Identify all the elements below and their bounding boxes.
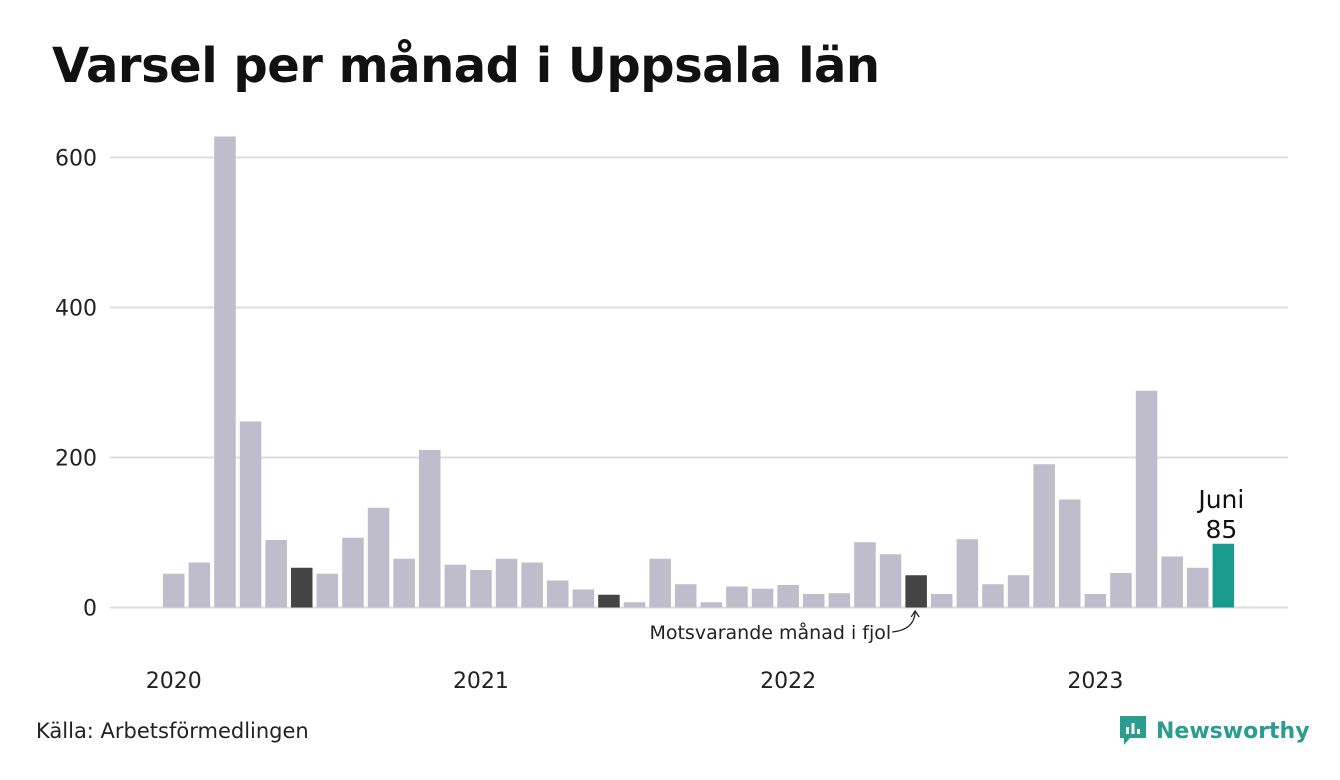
bar-2021-11 (726, 586, 748, 608)
x-tick-label-2021: 2021 (453, 669, 509, 694)
bars (163, 136, 1235, 608)
bar-2021-10 (700, 602, 723, 608)
y-tick-label: 600 (55, 147, 97, 172)
bar-2020-05 (265, 540, 287, 608)
bar-2023-05 (1187, 567, 1209, 608)
bar-2022-02 (803, 594, 825, 608)
bar-2022-01 (777, 585, 799, 608)
bar-2020-04 (239, 421, 262, 608)
y-tick-label: 200 (55, 447, 97, 472)
bar-2020-12 (444, 564, 467, 608)
bar-2022-11 (1033, 464, 1055, 608)
bar-2021-02 (495, 558, 518, 608)
last-year-annotation: Motsvarande månad i fjol (649, 621, 891, 644)
current-value-label: 85 (1205, 515, 1237, 544)
bar-2020-01 (163, 573, 185, 608)
bar-2021-12 (751, 588, 774, 608)
bar-2023-03 (1135, 390, 1158, 608)
bar-2020-11 (419, 450, 441, 608)
source-note: Källa: Arbetsförmedlingen (36, 719, 309, 743)
bar-2021-03 (521, 562, 543, 608)
y-tick-label: 400 (55, 297, 97, 322)
bar-2022-12 (1059, 499, 1081, 608)
newsworthy-logo-icon (1120, 716, 1146, 745)
bar-2021-07 (623, 602, 646, 608)
y-tick-label: 0 (83, 597, 97, 622)
bar-2022-06 (905, 575, 927, 608)
x-axis: 2020 2021 2022 2023 (146, 669, 1124, 694)
bar-2021-08 (649, 558, 671, 608)
bar-2023-06 (1212, 543, 1235, 608)
current-month-label: Juni (1196, 485, 1244, 514)
x-tick-label-2020: 2020 (146, 669, 202, 694)
bar-2021-01 (470, 570, 492, 608)
bar-2022-07 (931, 594, 953, 608)
x-tick-label-2022: 2022 (760, 669, 816, 694)
bar-2020-03 (214, 136, 236, 608)
y-axis: 0 200 400 600 (55, 147, 97, 622)
bar-2022-05 (879, 554, 902, 608)
bar-2021-05 (572, 589, 595, 608)
bar-2023-02 (1110, 573, 1132, 608)
bar-2021-04 (547, 580, 569, 608)
bar-2020-07 (316, 573, 339, 608)
chart-title: Varsel per månad i Uppsala län (52, 38, 880, 94)
bar-2021-06 (598, 594, 620, 608)
bar-2020-08 (342, 537, 364, 608)
logo-text: Newsworthy (1156, 718, 1310, 744)
bar-2022-08 (956, 539, 979, 608)
bar-2021-09 (675, 584, 697, 608)
newsworthy-logo: Newsworthy (1118, 714, 1310, 748)
bar-2022-09 (982, 584, 1004, 608)
bar-2020-06 (291, 567, 313, 608)
bar-2020-09 (367, 507, 390, 608)
bar-2020-02 (188, 562, 211, 608)
annotation-arrow (892, 609, 920, 633)
bar-2023-01 (1084, 594, 1107, 608)
bar-2022-04 (854, 542, 876, 608)
bar-2022-03 (828, 593, 851, 608)
x-tick-label-2023: 2023 (1067, 669, 1123, 694)
bar-2023-04 (1161, 556, 1183, 608)
bar-2020-10 (393, 558, 415, 608)
annotations: Motsvarande månad i fjol Juni 85 (649, 485, 1244, 644)
bar-2022-10 (1007, 575, 1030, 608)
